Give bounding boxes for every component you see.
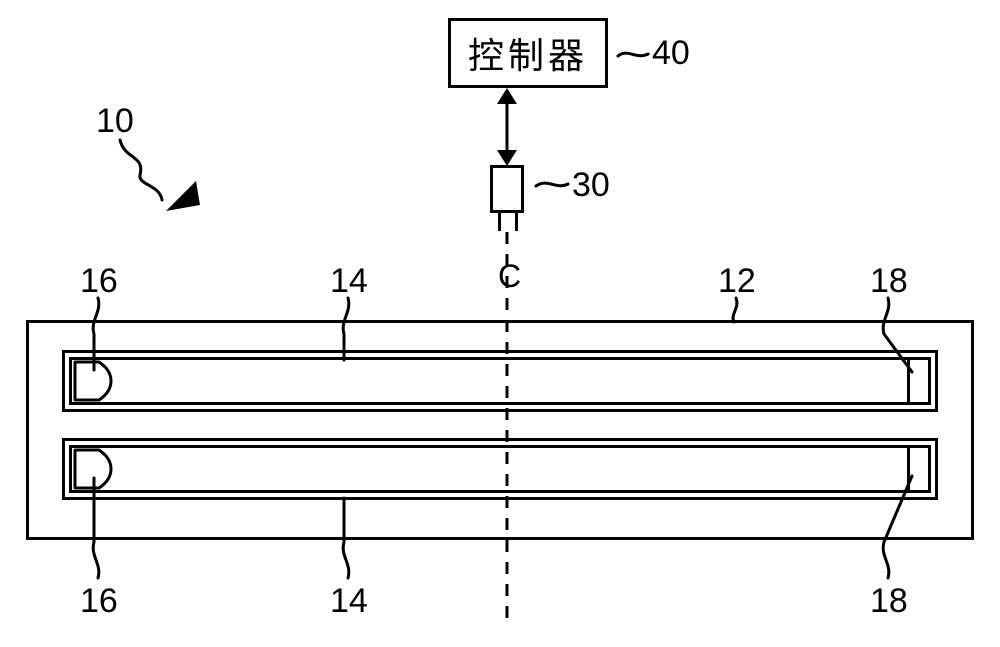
ref-label-14-top: 14 — [330, 262, 368, 301]
leader-12 — [733, 298, 737, 322]
ref-label-18-top: 18 — [870, 262, 908, 301]
leader-30 — [536, 183, 568, 186]
leader-40 — [618, 53, 648, 56]
ref-label-18-bot: 18 — [870, 582, 908, 621]
ref-label-30: 30 — [572, 166, 610, 205]
ref-label-16-top: 16 — [80, 262, 118, 301]
ref-label-12: 12 — [718, 262, 756, 301]
diagram-canvas: 控制器 — [0, 0, 1000, 647]
slot-2-pointer-icon — [73, 448, 113, 490]
slot-1-inner — [69, 357, 931, 405]
ref-label-40: 40 — [652, 34, 690, 73]
slot-2-inner — [69, 445, 931, 493]
leader-10 — [120, 140, 162, 200]
assembly-reference-arrow-icon — [160, 175, 206, 221]
sensor-prong-left — [498, 213, 501, 231]
center-line-label: C — [498, 258, 521, 295]
slot-1-pointer-icon — [73, 360, 113, 402]
controller-box: 控制器 — [448, 18, 608, 88]
ref-label-16-bot: 16 — [80, 582, 118, 621]
ref-label-10: 10 — [96, 102, 134, 141]
slot-2-end-divider — [907, 445, 910, 493]
sensor-box — [490, 165, 524, 213]
controller-label: 控制器 — [468, 27, 588, 79]
ref-label-14-bot: 14 — [330, 582, 368, 621]
bidirectional-arrow-icon — [497, 88, 517, 166]
slot-1-end-divider — [907, 357, 910, 405]
sensor-prong-right — [515, 213, 518, 231]
